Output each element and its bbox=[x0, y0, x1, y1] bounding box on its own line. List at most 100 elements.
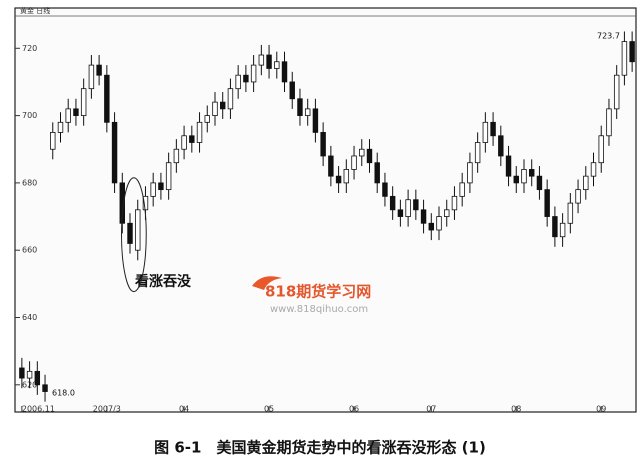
chart-header: 黄金 日线 bbox=[20, 6, 50, 15]
candle-body bbox=[490, 121, 496, 137]
candle-body bbox=[405, 199, 411, 217]
candle-body bbox=[196, 121, 203, 143]
candle-body bbox=[243, 74, 249, 83]
candle-body bbox=[289, 81, 295, 100]
candle-body bbox=[165, 162, 172, 191]
candle-body bbox=[575, 189, 581, 204]
x-tick-label: 09 bbox=[596, 405, 606, 414]
candle-body bbox=[528, 169, 535, 177]
y-tick-label: 700 bbox=[22, 111, 37, 120]
candle-body bbox=[111, 121, 118, 184]
chart-frame bbox=[14, 7, 637, 413]
candle-body bbox=[57, 121, 64, 133]
candle-body bbox=[158, 182, 164, 191]
x-tick-label: 06 bbox=[349, 405, 359, 414]
candle-body bbox=[382, 182, 388, 197]
candle-body bbox=[150, 182, 156, 197]
candle-body bbox=[536, 175, 543, 191]
candle-body bbox=[73, 108, 79, 116]
candle-body bbox=[366, 148, 373, 164]
candle-body bbox=[351, 155, 357, 170]
candle-body bbox=[451, 195, 458, 211]
annotation: 看涨吞没 bbox=[134, 273, 192, 290]
x-tick-label: 2007/3 bbox=[93, 405, 121, 414]
candle-body bbox=[590, 162, 597, 177]
candle-body bbox=[304, 108, 311, 116]
candle-body bbox=[444, 209, 450, 217]
candle-body bbox=[42, 384, 48, 392]
candle-body bbox=[227, 88, 234, 110]
candle-body bbox=[413, 199, 419, 211]
candle-body bbox=[212, 101, 218, 116]
candle-body bbox=[127, 222, 133, 244]
candle-body bbox=[482, 121, 489, 143]
candle-body bbox=[567, 202, 574, 224]
watermark: 818期货学习网 www.818qihuo.com bbox=[252, 276, 371, 315]
candle-body bbox=[598, 135, 604, 164]
candle-body bbox=[50, 132, 56, 150]
candle-body bbox=[250, 64, 257, 83]
candle-body bbox=[335, 175, 342, 184]
candle-body bbox=[436, 216, 442, 231]
y-tick-label: 680 bbox=[22, 178, 37, 187]
candle-body bbox=[505, 155, 512, 177]
candle-body bbox=[613, 74, 620, 110]
candle-body bbox=[26, 370, 33, 379]
candle-body bbox=[19, 367, 25, 379]
candle-body bbox=[420, 209, 427, 224]
candle-body bbox=[258, 54, 265, 66]
high-label: 723.7 bbox=[597, 32, 620, 41]
x-tick-label: 04 bbox=[179, 405, 189, 414]
candle-body bbox=[397, 209, 404, 217]
candle-body bbox=[474, 142, 481, 164]
annotation-circle bbox=[121, 177, 147, 293]
candle-body bbox=[459, 182, 465, 197]
candle-body bbox=[552, 216, 558, 238]
x-tick-label: 2006.11 bbox=[22, 405, 55, 414]
candle-body bbox=[104, 74, 110, 123]
candle-body bbox=[96, 64, 102, 76]
x-tick-label: 05 bbox=[264, 405, 274, 414]
candle-body bbox=[312, 108, 319, 133]
candle-body bbox=[34, 370, 41, 386]
y-tick-label: 660 bbox=[22, 246, 37, 255]
candle-body bbox=[583, 175, 589, 191]
candle-body bbox=[266, 54, 272, 69]
candle-body bbox=[173, 148, 180, 164]
candle-body bbox=[606, 108, 612, 137]
candle-body bbox=[281, 61, 288, 83]
candle-body bbox=[119, 182, 126, 224]
candle-body bbox=[374, 162, 380, 184]
low-label: 618.0 bbox=[52, 389, 75, 398]
candle-body bbox=[359, 148, 365, 157]
candle-body bbox=[629, 41, 635, 63]
x-tick-label: 07 bbox=[426, 405, 436, 414]
y-tick-label: 640 bbox=[22, 313, 37, 322]
candle-body bbox=[621, 41, 628, 76]
candle-body bbox=[88, 64, 95, 90]
candle-body bbox=[428, 222, 435, 231]
candle-body bbox=[389, 195, 396, 211]
candle-body bbox=[274, 61, 280, 69]
candle-body bbox=[513, 175, 519, 184]
candle-body bbox=[521, 169, 527, 184]
candle-body bbox=[235, 74, 241, 90]
candle-body bbox=[181, 135, 187, 150]
candle-body bbox=[559, 222, 566, 238]
watermark-logo bbox=[252, 276, 282, 290]
watermark-url: www.818qihuo.com bbox=[270, 304, 368, 315]
candle-body bbox=[328, 155, 334, 177]
candle-body bbox=[65, 108, 71, 123]
candle-body bbox=[467, 162, 473, 184]
candle-body bbox=[80, 88, 87, 116]
candle-body bbox=[189, 135, 195, 143]
candle-body bbox=[320, 132, 326, 157]
candle-body bbox=[297, 98, 303, 116]
watermark-title: 818期货学习网 bbox=[265, 283, 371, 301]
y-tick-label: 720 bbox=[22, 44, 37, 53]
candle-body bbox=[204, 115, 210, 123]
candle-body bbox=[498, 135, 504, 157]
candle-body bbox=[219, 101, 226, 110]
candle-body bbox=[343, 169, 350, 184]
candle-body bbox=[544, 189, 550, 217]
